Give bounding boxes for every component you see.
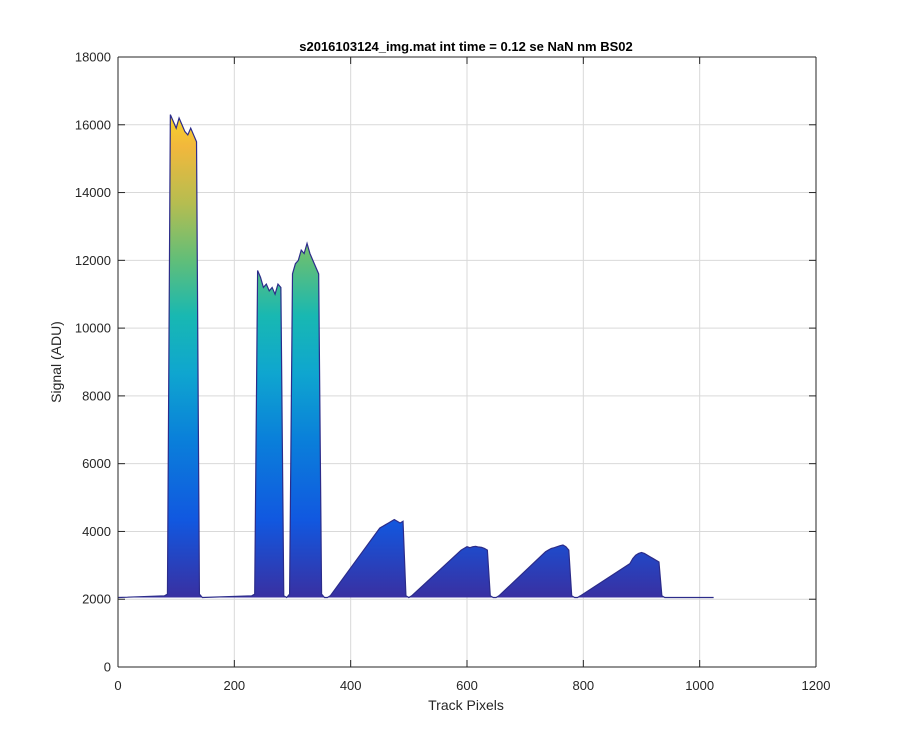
axes: 0 200 400 600 800 1000 12000200040006000800010… [75,50,831,694]
chart-title: s2016103124_img.mat int time = 0.12 se N… [299,39,633,54]
x-tick-label: 0 [114,678,121,693]
plot-area [117,114,714,599]
y-axis-label: Signal (ADU) [48,321,64,403]
y-tick-label: 0 [104,660,111,675]
y-tick-label: 16000 [75,117,111,132]
x-tick-label: 400 [340,678,362,693]
x-tick-label: 600 [456,678,478,693]
y-tick-label: 10000 [75,321,111,336]
y-tick-label: 6000 [82,456,111,471]
signal-area-series-0 [118,114,714,598]
y-tick-label: 4000 [82,524,111,539]
x-tick-label: 1200 [802,678,831,693]
x-tick-label: 1000 [685,678,714,693]
x-tick-label: 200 [223,678,245,693]
y-tick-label: 18000 [75,50,111,65]
y-tick-label: 14000 [75,185,111,200]
y-tick-label: 12000 [75,253,111,268]
y-tick-label: 2000 [82,592,111,607]
signal-line-series-0 [117,114,714,599]
chart-labels: s2016103124_img.mat int time = 0.12 se N… [48,39,633,713]
y-tick-label: 8000 [82,388,111,403]
x-tick-label: 800 [572,678,594,693]
x-axis-label: Track Pixels [428,697,504,713]
